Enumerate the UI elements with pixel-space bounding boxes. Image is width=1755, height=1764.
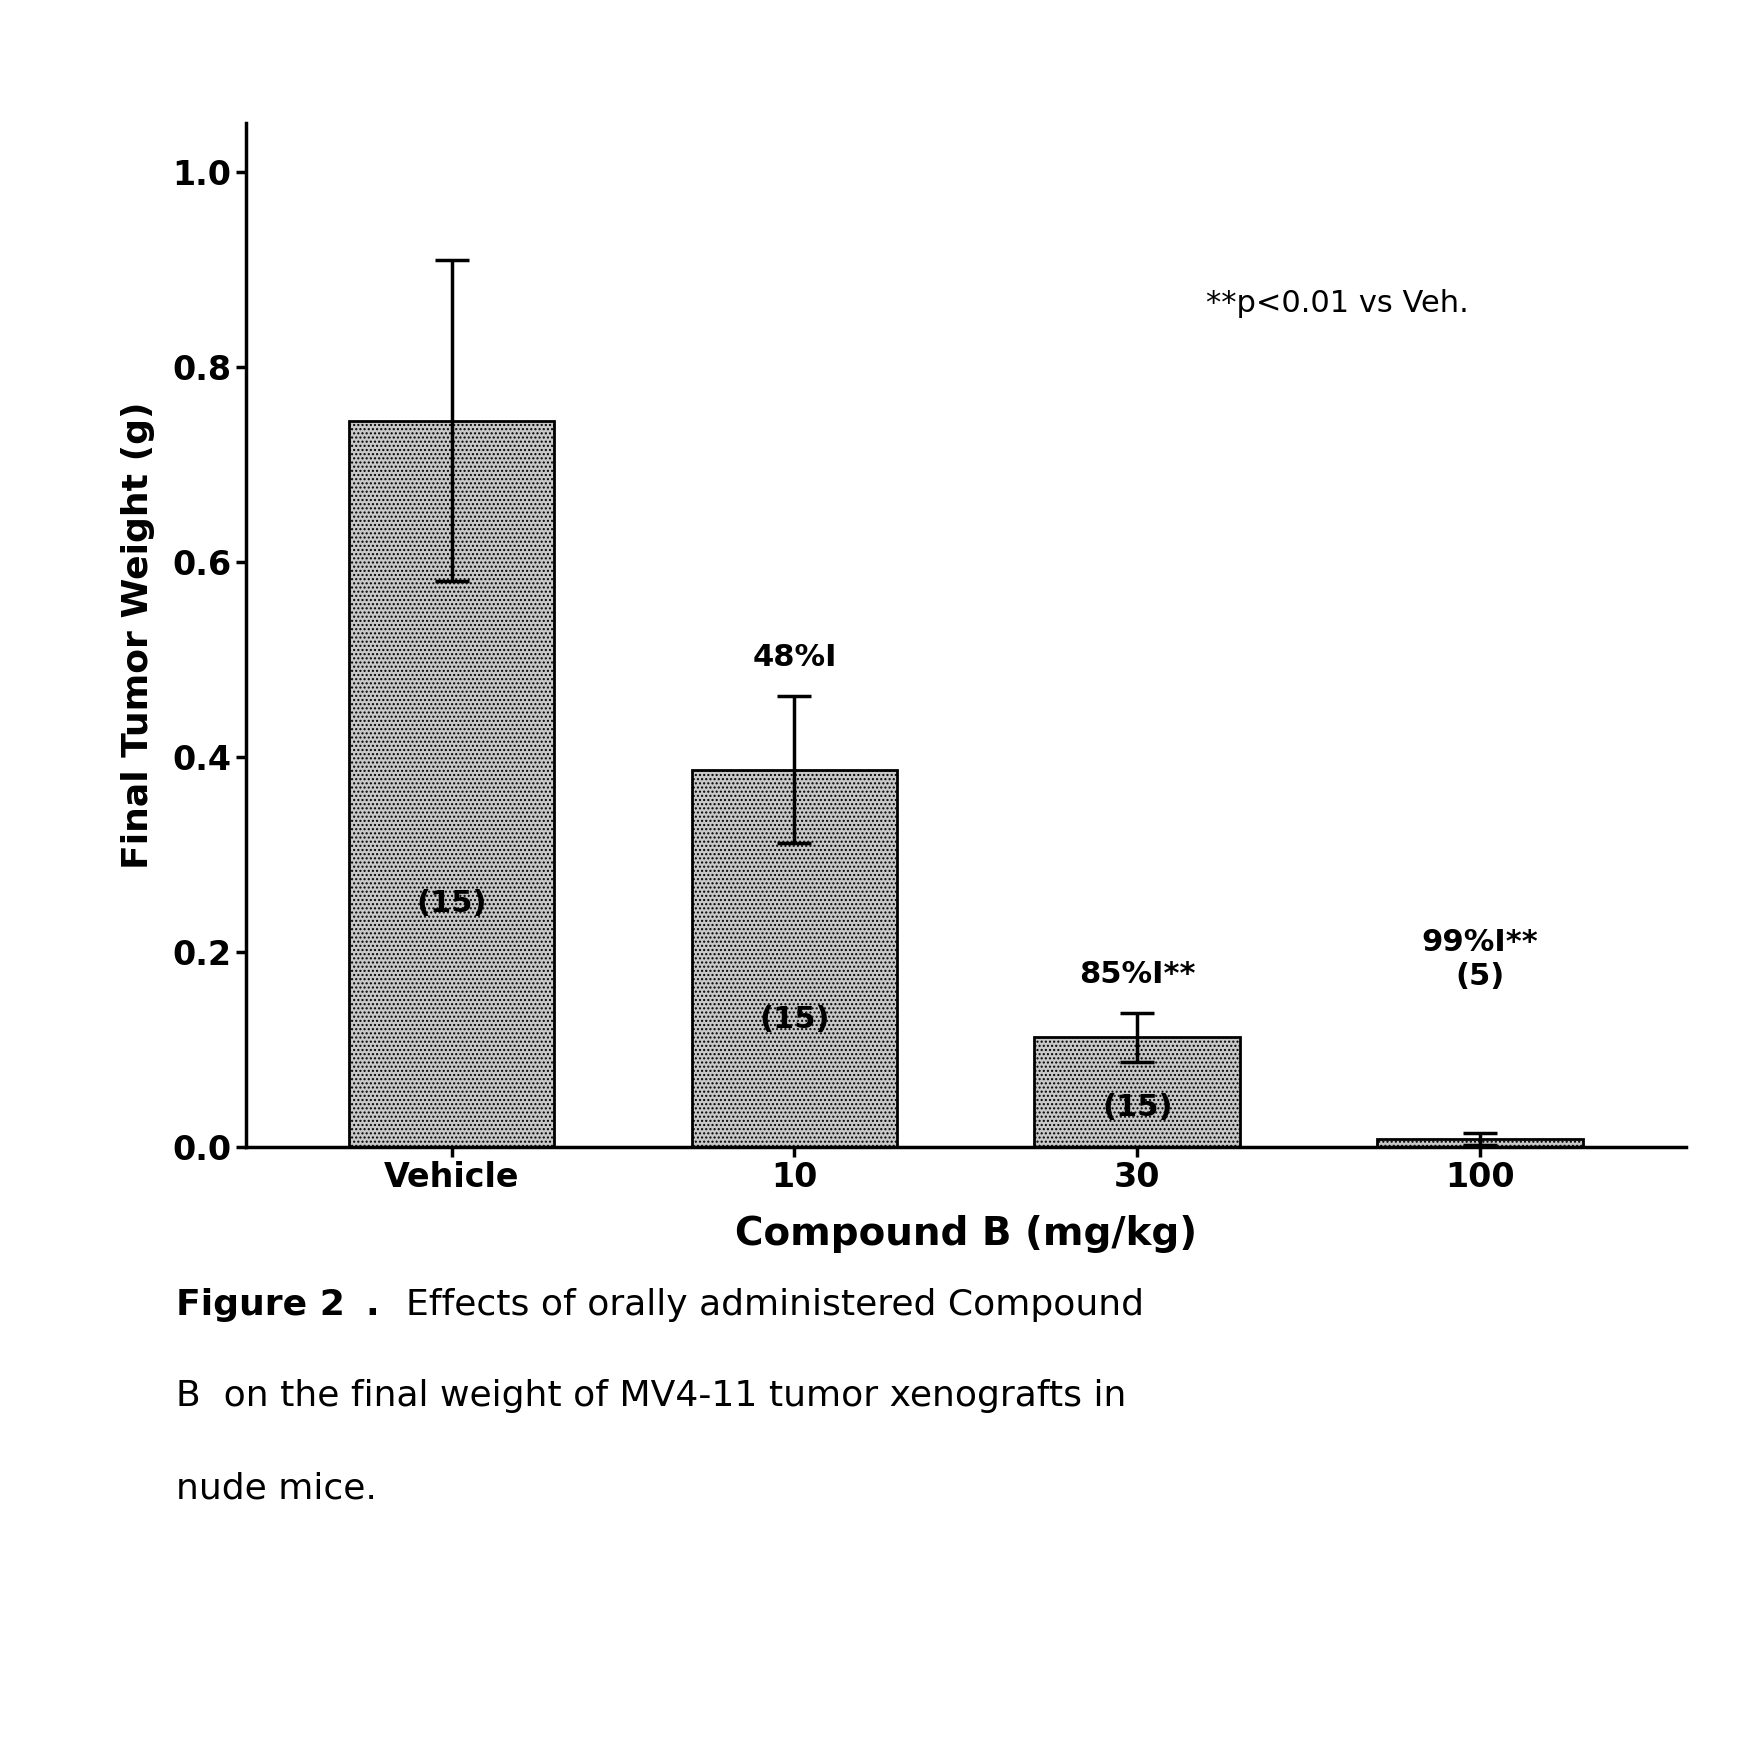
- Bar: [1034, 1037, 1239, 1147]
- Text: B  on the final weight of MV4-11 tumor xenografts in: B on the final weight of MV4-11 tumor xe…: [176, 1379, 1125, 1413]
- Text: 85%I**: 85%I**: [1078, 960, 1195, 990]
- Bar: [1376, 1140, 1581, 1147]
- Bar: [349, 420, 555, 1147]
- Text: (15): (15): [1102, 1094, 1172, 1122]
- Text: nude mice.: nude mice.: [176, 1471, 376, 1505]
- Bar: [691, 769, 897, 1147]
- X-axis label: Compound B (mg/kg): Compound B (mg/kg): [734, 1215, 1197, 1252]
- Text: **p<0.01 vs Veh.: **p<0.01 vs Veh.: [1206, 289, 1467, 318]
- Text: (15): (15): [416, 889, 486, 917]
- Text: Effects of orally administered Compound: Effects of orally administered Compound: [383, 1288, 1143, 1321]
- Text: .: .: [365, 1288, 379, 1321]
- Text: (15): (15): [758, 1005, 828, 1034]
- Text: 99%I**
(5): 99%I** (5): [1422, 928, 1537, 991]
- Text: Figure 2: Figure 2: [176, 1288, 344, 1321]
- Text: 48%I: 48%I: [751, 644, 835, 672]
- Y-axis label: Final Tumor Weight (g): Final Tumor Weight (g): [121, 400, 156, 870]
